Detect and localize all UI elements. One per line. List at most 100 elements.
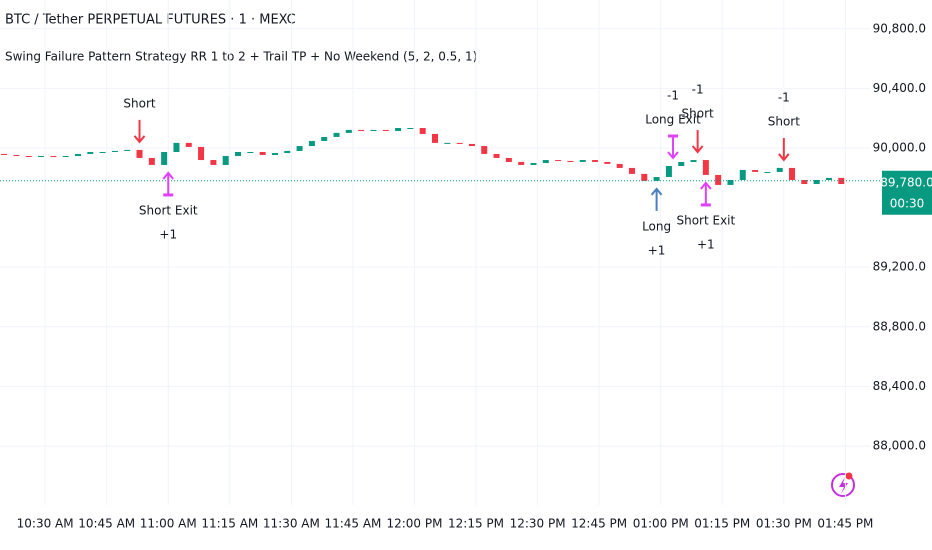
x-tick-label: 01:00 PM xyxy=(633,517,689,531)
signal-label: Short Exit xyxy=(139,203,198,217)
signal-label: Short xyxy=(123,96,155,110)
signal-arrowhead xyxy=(667,151,679,160)
candle-body xyxy=(542,160,549,164)
candle-body xyxy=(321,136,328,141)
candle-body xyxy=(481,146,488,154)
chart-title: BTC / Tether PERPETUAL FUTURES · 1 · MEX… xyxy=(5,13,296,28)
candle-body xyxy=(50,156,57,158)
signal-arrowhead xyxy=(650,187,663,196)
x-tick-label: 10:30 AM xyxy=(17,517,74,531)
x-tick-label: 10:45 AM xyxy=(78,517,135,531)
candle-body xyxy=(555,160,562,162)
candle-body xyxy=(789,167,796,181)
chart-subtitle: Swing Failure Pattern Strategy RR 1 to 2… xyxy=(5,50,477,64)
y-tick-label: 89,200.0 xyxy=(873,260,926,274)
candle-body xyxy=(518,161,525,165)
x-tick-label: 11:30 AM xyxy=(263,517,320,531)
candle-body xyxy=(505,157,512,162)
candle-body xyxy=(739,170,746,181)
candle-body xyxy=(641,173,648,181)
candle-body xyxy=(38,156,45,158)
candle-body xyxy=(284,150,291,154)
candle-body xyxy=(198,146,205,161)
signal-label: Short xyxy=(682,107,714,121)
x-tick-label: 01:30 PM xyxy=(756,517,812,531)
candle-body xyxy=(395,128,402,131)
x-tick-label: 11:00 AM xyxy=(140,517,197,531)
x-tick-label: 11:45 AM xyxy=(324,517,381,531)
signal-arrowhead xyxy=(133,135,146,144)
signal-label: Long xyxy=(642,219,671,233)
signal-label: -1 xyxy=(692,83,704,97)
candle-body xyxy=(579,160,586,162)
candle-body xyxy=(25,156,32,158)
candle-body xyxy=(653,177,660,181)
candle-body xyxy=(161,151,168,165)
candle-body xyxy=(296,146,303,151)
candle-body xyxy=(247,151,254,153)
candle-body xyxy=(825,177,832,181)
candle-body xyxy=(333,132,340,137)
y-tick-label: 90,400.0 xyxy=(873,81,926,95)
signal-label: Short xyxy=(768,114,800,128)
candle-body xyxy=(259,151,266,155)
signal-arrowhead xyxy=(778,153,790,162)
last-price-tag xyxy=(882,170,932,215)
candle-body xyxy=(419,128,426,134)
candle-body xyxy=(813,180,820,185)
y-tick-label: 88,400.0 xyxy=(873,379,926,393)
candle-body xyxy=(74,153,81,157)
signal-label: Long Exit xyxy=(645,112,701,126)
signal-label: Short Exit xyxy=(676,213,735,227)
last-price-label: 89,780.0 xyxy=(880,175,932,189)
candle-body xyxy=(432,133,438,143)
candle-body xyxy=(727,180,734,185)
logo-icon[interactable] xyxy=(831,472,855,497)
signal-label: +1 xyxy=(648,243,666,257)
candle-body xyxy=(62,156,69,158)
signal-label: +1 xyxy=(159,227,177,241)
candle-body xyxy=(1,153,8,155)
candle-body xyxy=(308,140,315,147)
candle-body xyxy=(715,174,722,185)
y-tick-label: 88,800.0 xyxy=(873,319,926,333)
x-tick-label: 12:00 PM xyxy=(386,517,442,531)
candle-body xyxy=(407,128,414,130)
signal-label: -1 xyxy=(667,88,679,102)
y-tick-label: 88,000.0 xyxy=(873,438,926,452)
countdown-label: 00:30 xyxy=(890,196,925,210)
candle-body xyxy=(604,161,611,164)
candle-body xyxy=(222,156,229,165)
candle-body xyxy=(124,149,131,151)
candle-body xyxy=(173,142,180,152)
candle-body xyxy=(468,143,475,147)
candle-body xyxy=(801,180,808,185)
candle-body xyxy=(148,157,155,165)
candle-body xyxy=(185,142,192,147)
x-tick-label: 01:15 PM xyxy=(694,517,750,531)
candle-body xyxy=(776,167,783,172)
x-tick-label: 12:30 PM xyxy=(510,517,566,531)
signal-label: +1 xyxy=(697,237,715,251)
candle-body xyxy=(210,160,217,165)
candle-body xyxy=(838,177,845,185)
candle-body xyxy=(592,160,599,162)
candle-body xyxy=(493,153,500,158)
candle-body xyxy=(271,153,278,155)
candle-body xyxy=(567,160,574,162)
candle-body xyxy=(382,129,389,131)
candle-body xyxy=(345,129,352,133)
candle-body xyxy=(87,151,94,154)
candle-body xyxy=(690,160,697,162)
signal-arrowhead xyxy=(162,171,175,180)
candle-body xyxy=(444,142,451,144)
candle-body xyxy=(370,129,377,131)
candle-body xyxy=(678,161,685,166)
candle-body xyxy=(99,151,106,153)
candle-body xyxy=(665,165,672,178)
x-tick-label: 01:45 PM xyxy=(817,517,873,531)
candle-body xyxy=(702,160,709,175)
candle-body xyxy=(628,167,635,174)
